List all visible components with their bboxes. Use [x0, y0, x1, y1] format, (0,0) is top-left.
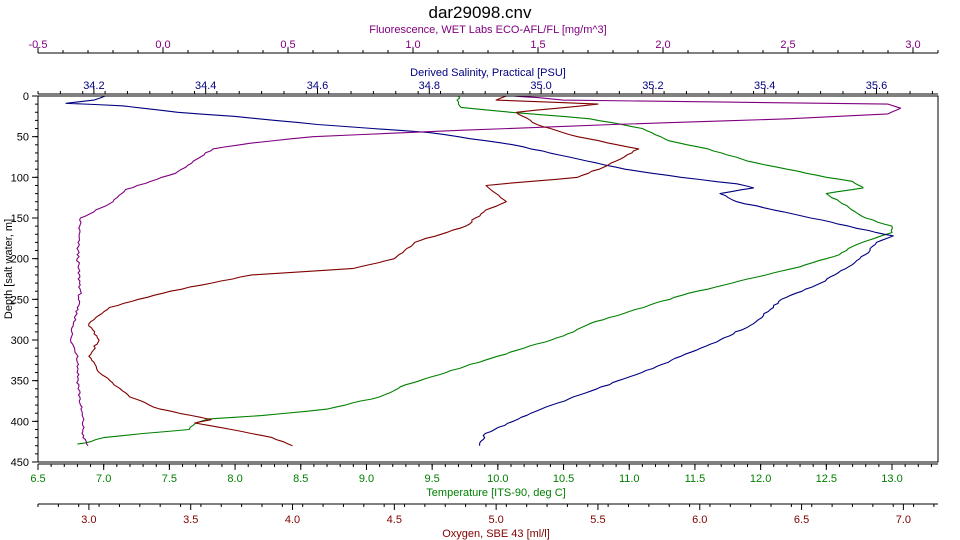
depth-tick-label: 100 — [11, 172, 29, 184]
depth-tick-label: 50 — [17, 132, 29, 144]
salinity-profile-line — [65, 95, 894, 446]
oxygen-tick-label: 6.0 — [692, 514, 707, 526]
oxygen-axis-label: Oxygen, SBE 43 [ml/l] — [442, 528, 550, 540]
temperature-tick-label: 6.5 — [30, 473, 45, 485]
oxygen-tick-label: 5.0 — [488, 514, 503, 526]
salinity-tick-label: 34.8 — [419, 80, 440, 92]
temperature-axis-label: Temperature [ITS-90, deg C] — [426, 487, 565, 499]
salinity-tick-label: 35.6 — [866, 80, 887, 92]
temperature-tick-label: 8.5 — [293, 473, 308, 485]
fluorescence-axis: -0.5 0.0 0.5 1.0 1.5 2.0 2.5 3.0 Fluorescence, W… — [29, 24, 939, 54]
fluorescence-tick-label: 0.0 — [155, 39, 170, 51]
temperature-tick-label: 8.0 — [227, 473, 242, 485]
temperature-tick-label: 9.0 — [359, 473, 374, 485]
depth-tick-label: 200 — [11, 254, 29, 266]
temperature-tick-label: 12.0 — [750, 473, 771, 485]
series-layer — [65, 95, 902, 447]
temperature-profile-line — [77, 95, 893, 445]
salinity-tick-label: 35.0 — [530, 80, 551, 92]
fluorescence-tick-label: -0.5 — [29, 39, 48, 51]
fluorescence-tick-label: 3.0 — [905, 39, 920, 51]
depth-axis-label: Depth [salt water, m] — [3, 219, 15, 319]
depth-tick-label: 300 — [11, 335, 29, 347]
fluorescence-axis-label: Fluorescence, WET Labs ECO-AFL/FL [mg/m^… — [369, 24, 606, 36]
temperature-tick-label: 13.0 — [881, 473, 902, 485]
oxygen-tick-label: 4.0 — [285, 514, 300, 526]
plot-frame — [37, 95, 939, 463]
depth-tick-label: 400 — [11, 416, 29, 428]
depth-tick-label: 250 — [11, 294, 29, 306]
oxygen-tick-label: 7.0 — [896, 514, 911, 526]
oxygen-tick-label: 6.5 — [794, 514, 809, 526]
salinity-axis-label: Derived Salinity, Practical [PSU] — [410, 67, 566, 79]
fluorescence-tick-label: 1.0 — [405, 39, 420, 51]
temperature-axis: 6.5 7.0 7.5 8.0 8.5 9.0 9.5 10.0 10.5 11.0 11.5 12.… — [30, 463, 938, 499]
fluorescence-tick-label: 2.5 — [780, 39, 795, 51]
chart-title: dar29098.cnv — [428, 3, 532, 22]
oxygen-tick-label: 3.0 — [81, 514, 96, 526]
salinity-axis: 34.2 34.4 34.6 34.8 35.0 35.2 35.4 35.6 Derived … — [37, 67, 938, 95]
temperature-tick-label: 10.5 — [553, 473, 574, 485]
temperature-tick-label: 10.0 — [487, 473, 508, 485]
salinity-tick-label: 34.4 — [195, 80, 216, 92]
depth-tick-label: 450 — [11, 457, 29, 469]
temperature-tick-label: 9.5 — [425, 473, 440, 485]
fluorescence-tick-label: 2.0 — [655, 39, 670, 51]
temperature-tick-label: 11.0 — [619, 473, 640, 485]
depth-tick-label: 150 — [11, 213, 29, 225]
depth-tick-label: 0 — [23, 91, 29, 103]
fluorescence-tick-label: 0.5 — [280, 39, 295, 51]
salinity-tick-label: 35.4 — [754, 80, 775, 92]
oxygen-tick-label: 5.5 — [590, 514, 605, 526]
depth-axis: 0 50 100 150 200 250 300 350 400 450 Depth [salt w… — [3, 91, 38, 469]
oxygen-tick-label: 3.5 — [183, 514, 198, 526]
salinity-tick-label: 34.6 — [307, 80, 328, 92]
temperature-tick-label: 11.5 — [685, 473, 706, 485]
oxygen-tick-label: 4.5 — [387, 514, 402, 526]
fluorescence-tick-label: 1.5 — [530, 39, 545, 51]
axes-layer: -0.5 0.0 0.5 1.0 1.5 2.0 2.5 3.0 Fluorescence, W… — [3, 24, 939, 540]
temperature-tick-label: 12.5 — [816, 473, 837, 485]
salinity-tick-label: 34.2 — [83, 80, 104, 92]
temperature-tick-label: 7.5 — [162, 473, 177, 485]
fluorescence-profile-line — [69, 95, 902, 447]
temperature-tick-label: 7.0 — [96, 473, 111, 485]
oxygen-profile-line — [88, 95, 640, 447]
depth-tick-label: 350 — [11, 376, 29, 388]
salinity-tick-label: 35.2 — [642, 80, 663, 92]
oxygen-axis: 3.0 3.5 4.0 4.5 5.0 5.5 6.0 6.5 7.0 Oxygen, SBE 4… — [37, 503, 938, 540]
